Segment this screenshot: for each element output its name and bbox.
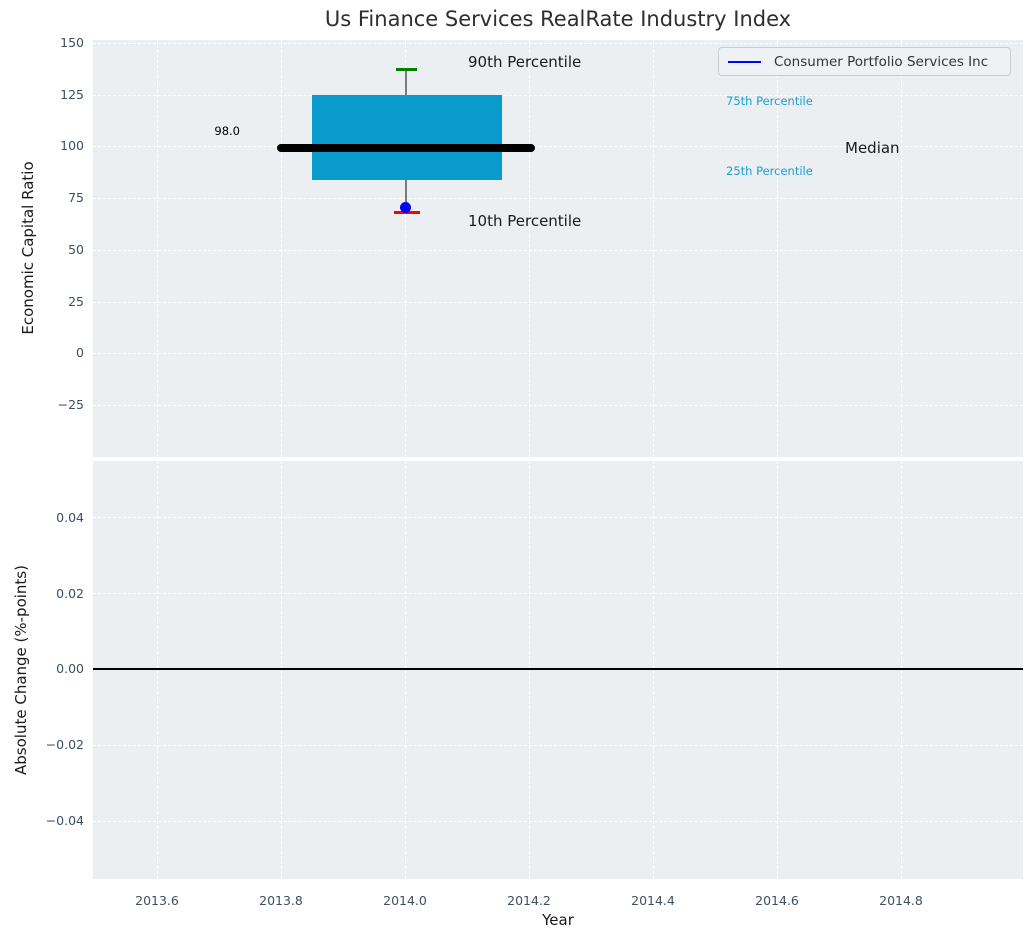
legend-line-sample (728, 60, 761, 63)
y-tick-label-150: 150 (60, 35, 84, 50)
legend: Consumer Portfolio Services Inc (718, 47, 1011, 76)
gridline-v-2014-6 (777, 40, 778, 457)
economic-capital-ratio-axis-label: Economic Capital Ratio (19, 161, 37, 335)
y-tick-label-25: 25 (68, 294, 84, 309)
gridline-v-2013-8 (281, 40, 282, 457)
y-tick-label-0-04: 0.04 (56, 510, 84, 525)
bottom-axes-absolute-change (93, 461, 1023, 879)
gridline-v-2014-0 (405, 461, 406, 879)
annotation-75th-percentile: 75th Percentile (726, 94, 813, 108)
x-tick-label-2014-6: 2014.6 (755, 893, 799, 908)
legend-label: Consumer Portfolio Services Inc (774, 53, 989, 70)
gridline-h-75 (93, 198, 1023, 199)
p90-cap (396, 68, 417, 71)
gridline-h-0-02 (93, 593, 1023, 594)
annotation-10th-percentile: 10th Percentile (468, 212, 582, 230)
x-tick-label-2014-2: 2014.2 (507, 893, 551, 908)
gridline-h-neg0-02 (93, 745, 1023, 746)
gridline-h-25 (93, 302, 1023, 303)
y-tick-label-125: 125 (60, 87, 84, 102)
gridline-h-0 (93, 353, 1023, 354)
figure-title: Us Finance Services RealRate Industry In… (324, 7, 792, 31)
x-tick-label-2014-4: 2014.4 (631, 893, 675, 908)
gridline-v-2013-6 (157, 461, 158, 879)
company-marker-dot (400, 202, 411, 213)
y-tick-label-0-00: 0.00 (56, 661, 84, 676)
gridline-v-2014-8 (901, 40, 902, 457)
gridline-v-2014-2 (529, 461, 530, 879)
gridline-v-2014-6 (777, 461, 778, 879)
y-tick-label-100: 100 (60, 138, 84, 153)
y-tick-label-50: 50 (68, 242, 84, 257)
percentile-box-25-75 (312, 95, 502, 180)
y-tick-label-neg0-04: −0.04 (45, 813, 84, 828)
y-tick-label-0-02: 0.02 (56, 586, 84, 601)
median-value-label: 98.0 (214, 124, 240, 138)
y-tick-label-neg0-02: −0.02 (45, 737, 84, 752)
x-tick-label-2013-8: 2013.8 (259, 893, 303, 908)
annotation-median: Median (845, 139, 900, 157)
gridline-h-neg25 (93, 405, 1023, 406)
absolute-change-axis-label: Absolute Change (%-points) (12, 565, 30, 775)
y-tick-label-0: 0 (76, 345, 84, 360)
annotation-25th-percentile: 25th Percentile (726, 164, 813, 178)
gridline-v-2013-6 (157, 40, 158, 457)
gridline-h-0-04 (93, 517, 1023, 518)
gridline-v-2014-8 (901, 461, 902, 879)
gridline-h-neg0-04 (93, 821, 1023, 822)
x-tick-label-2014-0: 2014.0 (383, 893, 427, 908)
gridline-h-100 (93, 146, 1023, 147)
gridline-v-2013-8 (281, 461, 282, 879)
zero-reference-line (93, 668, 1023, 670)
gridline-v-2014-0 (405, 40, 406, 457)
gridline-h-50 (93, 250, 1023, 251)
x-tick-label-2014-8: 2014.8 (879, 893, 923, 908)
annotation-90th-percentile: 90th Percentile (468, 53, 582, 71)
gridline-h-150 (93, 43, 1023, 44)
x-tick-label-2013-6: 2013.6 (135, 893, 179, 908)
gridline-v-2014-4 (653, 461, 654, 879)
gridline-v-2014-2 (529, 40, 530, 457)
year-axis-label: Year (542, 911, 574, 929)
gridline-v-2014-4 (653, 40, 654, 457)
top-axes-economic-capital-ratio: 98.0 90th Percentile 10th Percentile Med… (93, 40, 1023, 457)
y-tick-label-neg25: −25 (57, 397, 84, 412)
gridline-h-125 (93, 95, 1023, 96)
y-tick-label-75: 75 (68, 190, 84, 205)
median-line (277, 144, 535, 152)
